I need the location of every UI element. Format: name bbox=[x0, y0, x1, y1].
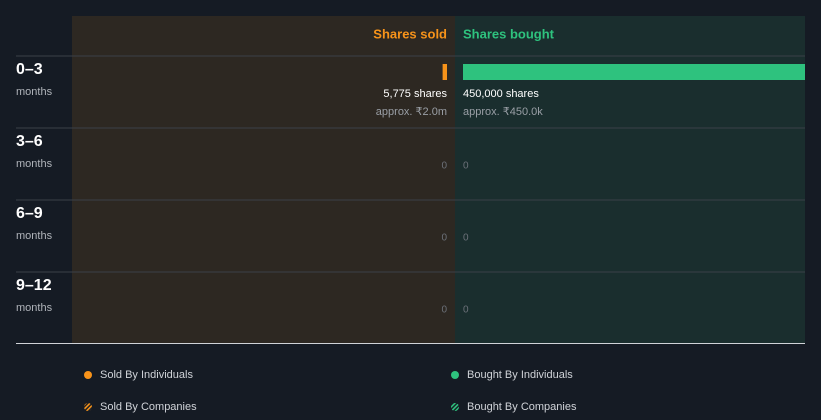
legend-label: Sold By Companies bbox=[100, 401, 197, 413]
value-label: 5,775 shares bbox=[383, 88, 447, 100]
value-label: 0 bbox=[463, 161, 469, 172]
value-label: 450,000 shares bbox=[463, 88, 539, 100]
row-sublabel: months bbox=[16, 86, 53, 98]
value-label: 0 bbox=[463, 305, 469, 316]
legend-swatch bbox=[84, 371, 92, 379]
bar bbox=[463, 64, 805, 80]
approx-label: approx. ₹450.0k bbox=[463, 106, 543, 118]
legend-label: Bought By Companies bbox=[467, 401, 577, 413]
row-label: 0–3 bbox=[16, 61, 43, 78]
legend-swatch bbox=[451, 403, 459, 411]
legend-label: Bought By Individuals bbox=[467, 369, 573, 381]
sold-panel bbox=[72, 16, 455, 343]
column-header: Shares bought bbox=[463, 26, 555, 41]
row-sublabel: months bbox=[16, 158, 53, 170]
value-label: 0 bbox=[441, 233, 447, 244]
row-label: 6–9 bbox=[16, 205, 43, 222]
row-label: 9–12 bbox=[16, 277, 52, 294]
row-label: 3–6 bbox=[16, 133, 43, 150]
bar bbox=[442, 64, 447, 80]
value-label: 0 bbox=[463, 233, 469, 244]
value-label: 0 bbox=[441, 161, 447, 172]
legend-swatch bbox=[451, 371, 459, 379]
approx-label: approx. ₹2.0m bbox=[376, 106, 447, 118]
row-sublabel: months bbox=[16, 302, 53, 314]
column-header: Shares sold bbox=[373, 26, 447, 41]
value-label: 0 bbox=[441, 305, 447, 316]
row-sublabel: months bbox=[16, 230, 53, 242]
legend-swatch bbox=[84, 403, 92, 411]
legend-label: Sold By Individuals bbox=[100, 369, 193, 381]
